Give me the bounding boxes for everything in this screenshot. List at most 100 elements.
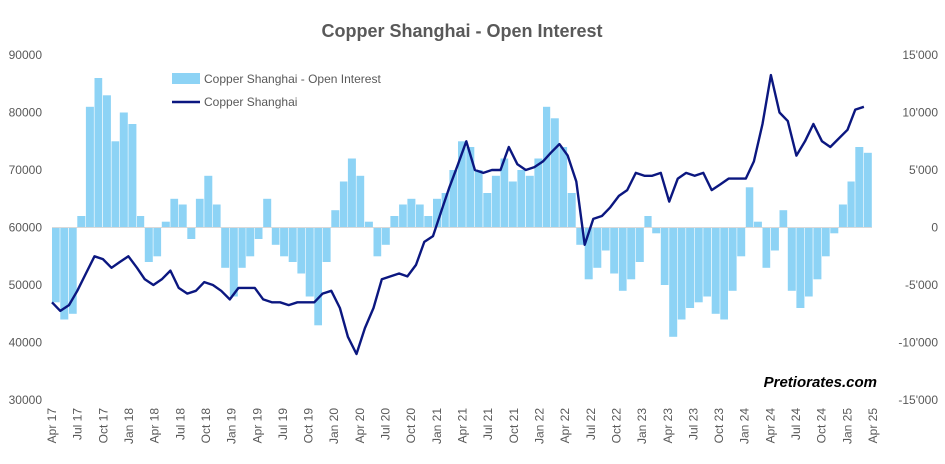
x-axis-tick-label: Apr 21 — [456, 408, 470, 444]
open-interest-bar — [212, 204, 221, 228]
open-interest-bar — [271, 227, 280, 245]
open-interest-bar — [263, 198, 272, 228]
left-axis-tick-label: 50000 — [9, 278, 43, 292]
open-interest-bar — [830, 227, 839, 234]
x-axis-tick-label: Jul 19 — [276, 408, 290, 440]
open-interest-bar — [347, 158, 356, 228]
open-interest-bar — [601, 227, 610, 251]
open-interest-bar — [322, 227, 331, 262]
x-axis-tick-label: Jan 25 — [840, 408, 854, 444]
open-interest-bar — [770, 227, 779, 251]
open-interest-bar — [137, 216, 145, 228]
x-axis-tick-label: Jul 18 — [173, 408, 187, 440]
open-interest-bar — [559, 147, 568, 228]
open-interest-bar — [297, 227, 306, 274]
open-interest-bar — [543, 106, 551, 228]
chart-title: Copper Shanghai - Open Interest — [321, 21, 602, 41]
left-axis-tick-label: 60000 — [9, 221, 43, 235]
x-axis-tick-label: Jul 17 — [71, 408, 85, 440]
x-axis-tick-label: Jul 23 — [686, 408, 700, 440]
open-interest-bar — [474, 170, 483, 228]
x-axis-ticks: Apr 17 Jul 17 Oct 17 Jan 18 Apr 18 Jul 18 Oct … — [45, 408, 880, 444]
open-interest-bar — [660, 227, 669, 285]
open-interest-bar — [52, 227, 60, 303]
open-interest-bar — [796, 227, 805, 308]
open-interest-bar — [779, 210, 788, 228]
open-interest-bar — [60, 227, 69, 320]
open-interest-bar — [508, 181, 517, 228]
open-interest-bar — [567, 193, 576, 228]
x-axis-tick-label: Jul 24 — [789, 408, 803, 440]
legend-swatch-open-interest — [172, 73, 200, 84]
open-interest-bar — [737, 227, 746, 257]
open-interest-bar — [254, 227, 263, 239]
open-interest-bar — [762, 227, 771, 268]
open-interest-bar — [550, 118, 559, 228]
open-interest-bar — [161, 221, 170, 228]
open-interest-bar — [424, 216, 433, 228]
open-interest-bar — [500, 158, 509, 228]
open-interest-bars — [52, 78, 872, 337]
x-axis-tick-label: Apr 18 — [148, 408, 162, 444]
open-interest-bar — [449, 170, 458, 228]
x-axis-tick-label: Jan 21 — [430, 408, 444, 444]
left-axis-tick-label: 90000 — [9, 48, 43, 62]
right-axis-tick-label: 5'000 — [909, 163, 938, 177]
open-interest-bar — [576, 227, 584, 245]
left-axis-tick-label: 70000 — [9, 163, 43, 177]
open-interest-bar — [652, 227, 661, 234]
open-interest-bar — [187, 227, 196, 239]
open-interest-bar — [69, 227, 77, 314]
open-interest-bar — [517, 170, 526, 228]
open-interest-bar — [610, 227, 619, 274]
x-axis-tick-label: Jan 24 — [738, 408, 752, 444]
x-axis-tick-label: Apr 25 — [866, 408, 880, 444]
open-interest-bar — [229, 227, 238, 297]
open-interest-bar — [399, 204, 407, 228]
open-interest-bar — [111, 141, 120, 228]
x-axis-tick-label: Apr 17 — [45, 408, 59, 444]
open-interest-bar — [381, 227, 390, 245]
right-axis-tick-label: 15'000 — [902, 48, 938, 62]
open-interest-bar — [339, 181, 348, 228]
open-interest-bar — [85, 106, 94, 228]
x-axis-tick-label: Jan 23 — [635, 408, 649, 444]
open-interest-bar — [838, 204, 847, 228]
open-interest-bar — [195, 198, 204, 228]
open-interest-bar — [288, 227, 297, 262]
open-interest-bar — [433, 198, 441, 228]
x-axis-tick-label: Jul 20 — [379, 408, 393, 440]
x-axis-tick-label: Jan 22 — [533, 408, 547, 444]
open-interest-bar — [221, 227, 230, 268]
open-interest-bar — [364, 221, 373, 228]
x-axis-tick-label: Oct 23 — [712, 408, 726, 444]
open-interest-bar — [753, 221, 762, 228]
open-interest-bar — [686, 227, 695, 308]
left-axis-tick-label: 80000 — [9, 106, 43, 120]
open-interest-bar — [618, 227, 627, 291]
open-interest-bar — [584, 227, 593, 280]
open-interest-bar — [593, 227, 602, 268]
x-axis-tick-label: Jul 22 — [584, 408, 598, 440]
x-axis-tick-label: Oct 21 — [507, 408, 521, 444]
open-interest-bar — [694, 227, 703, 303]
x-axis-tick-label: Oct 22 — [609, 408, 623, 444]
open-interest-bar — [635, 227, 644, 262]
open-interest-bar — [483, 193, 492, 228]
open-interest-bar — [441, 193, 449, 228]
open-interest-bar — [153, 227, 162, 257]
open-interest-bar — [534, 158, 543, 228]
open-interest-bar — [128, 124, 137, 228]
open-interest-bar — [847, 181, 855, 228]
open-interest-bar — [94, 78, 103, 228]
open-interest-bar — [644, 216, 652, 228]
open-interest-bar — [416, 204, 424, 228]
open-interest-bar — [280, 227, 289, 257]
copper-price-line — [51, 73, 865, 356]
open-interest-bar — [170, 198, 179, 228]
open-interest-bar — [238, 227, 246, 268]
x-axis-tick-label: Apr 24 — [763, 408, 777, 444]
open-interest-bar — [314, 227, 322, 326]
open-interest-bar — [246, 227, 255, 257]
x-axis-tick-label: Oct 24 — [815, 408, 829, 444]
